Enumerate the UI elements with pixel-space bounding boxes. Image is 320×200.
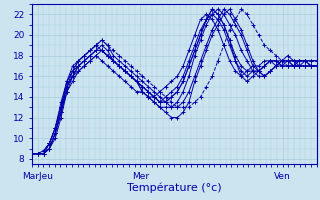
X-axis label: Température (°c): Température (°c): [127, 182, 222, 193]
